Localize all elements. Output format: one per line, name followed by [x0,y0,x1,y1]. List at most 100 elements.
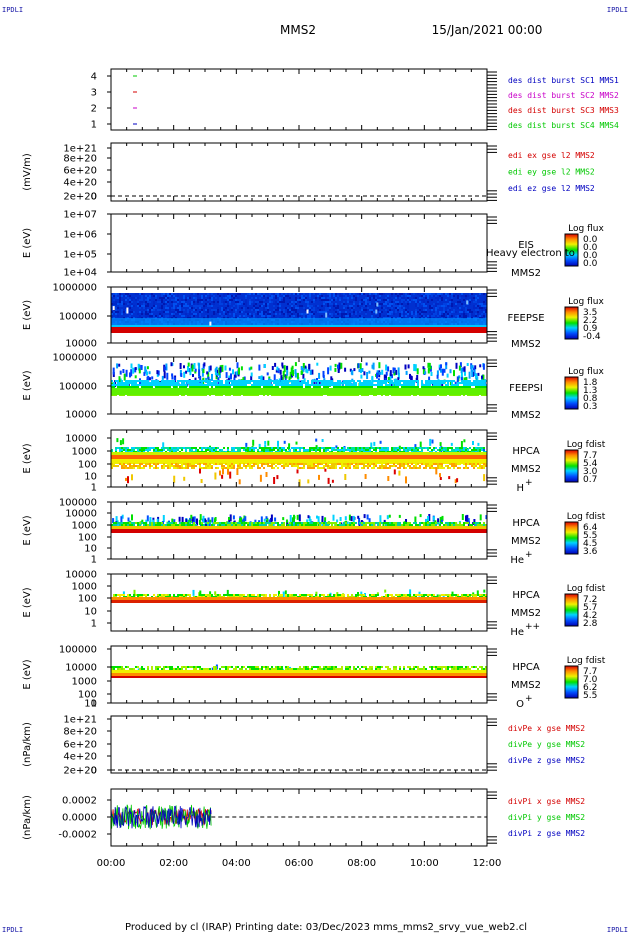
heatmap-cell [129,309,131,311]
heatmap-cell [413,380,415,382]
heatmap-cell [391,301,393,303]
heatmap-cell [379,297,381,299]
heatmap-cell [397,301,399,303]
heatmap-cell [391,447,393,449]
heatmap-speckle [361,368,364,372]
heatmap-cell [289,463,291,465]
heatmap-cell [443,309,445,311]
heatmap-cell [477,463,479,465]
heatmap-speckle [324,468,327,472]
heatmap-cell [205,465,207,467]
heatmap-speckle [464,371,466,376]
heatmap-cell [379,380,381,382]
heatmap-cell [163,467,165,469]
heatmap-cell [485,386,487,388]
heatmap-cell [243,303,245,305]
heatmap-cell [353,295,355,297]
heatmap-cell [333,449,335,451]
heatmap-cell [171,384,173,386]
heatmap-cell [477,305,479,307]
heatmap-cell [359,307,361,309]
heatmap-cell [479,307,481,309]
heatmap-cell [399,384,401,386]
heatmap-speckle [151,376,154,380]
heatmap-cell [323,386,325,388]
heatmap-cell [205,467,207,469]
heatmap-cell [387,297,389,299]
heatmap-speckle [458,375,461,379]
heatmap-cell [325,522,327,524]
heatmap-cell [189,303,191,305]
heatmap-speckle [202,369,205,373]
heatmap-cell [195,299,197,301]
heatmap-cell [279,382,281,384]
heatmap-cell [373,311,375,313]
heatmap-cell [317,467,319,469]
heatmap-cell [353,313,355,315]
heatmap-cell [145,313,147,315]
heatmap-cell [335,307,337,309]
heatmap-cell [131,382,133,384]
heatmap-cell [331,380,333,382]
heatmap-speckle [216,373,219,376]
heatmap-cell [461,449,463,451]
heatmap-cell [245,313,247,315]
heatmap-speckle [321,515,324,523]
heatmap-cell [429,380,431,382]
heatmap-speckle [389,370,392,377]
heatmap-cell [241,307,243,309]
heatmap-cell [343,524,345,526]
heatmap-cell [397,295,399,297]
heatmap-cell [347,382,349,384]
heatmap-cell [195,382,197,384]
heatmap-cell [439,382,441,384]
heatmap-speckle [264,444,267,450]
heatmap-cell [229,467,231,469]
heatmap-cell [119,382,121,384]
heatmap-cell [175,524,177,526]
heatmap-cell [327,447,329,449]
heatmap-cell [203,447,205,449]
heatmap-cell [475,465,477,467]
heatmap-cell [411,447,413,449]
heatmap-cell [457,315,459,317]
heatmap-cell [337,524,339,526]
heatmap-cell [253,384,255,386]
heatmap-cell [383,303,385,305]
heatmap-cell [293,380,295,382]
heatmap-cell [301,447,303,449]
heatmap-cell [309,447,311,449]
heatmap-cell [443,313,445,315]
heatmap-speckle [378,362,381,369]
heatmap-cell [271,522,273,524]
heatmap-cell [155,447,157,449]
heatmap-cell [183,301,185,303]
heatmap-cell [261,382,263,384]
heatmap-cell [183,297,185,299]
heatmap-cell [403,297,405,299]
heatmap-cell [447,309,449,311]
heatmap-cell [171,311,173,313]
heatmap-cell [213,309,215,311]
heatmap-cell [279,449,281,451]
heatmap-cell [483,463,485,465]
heatmap-cell [221,303,223,305]
heatmap-cell [125,467,127,469]
heatmap-cell [423,299,425,301]
heatmap-cell [151,293,153,295]
heatmap-cell [345,463,347,465]
heatmap-cell [207,299,209,301]
heatmap-cell [163,386,165,388]
heatmap-cell [193,293,195,295]
heatmap-cell [315,305,317,307]
heatmap-cell [121,301,123,303]
heatmap-cell [283,313,285,315]
heatmap-speckle [157,370,160,376]
heatmap-cell [115,297,117,299]
heatmap-cell [191,382,193,384]
heatmap-cell [231,447,233,449]
heatmap-cell [293,449,295,451]
heatmap-cell [387,307,389,309]
heatmap-cell [431,299,433,301]
heatmap-cell [381,382,383,384]
